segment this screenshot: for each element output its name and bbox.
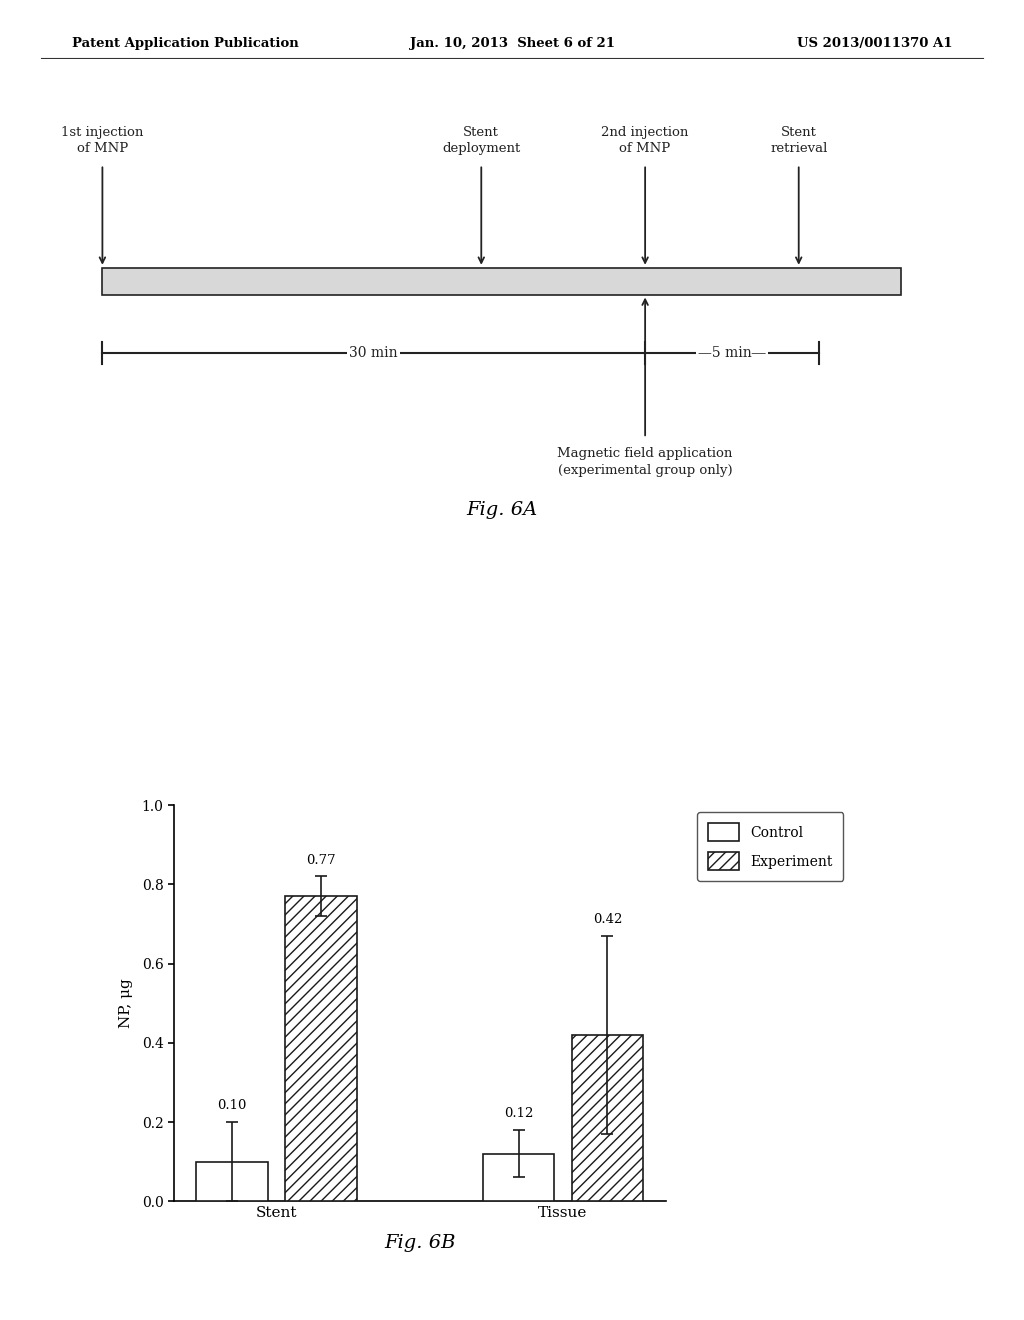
Bar <box>286 896 356 1201</box>
Text: US 2013/0011370 A1: US 2013/0011370 A1 <box>797 37 952 50</box>
Text: Fig. 6B: Fig. 6B <box>384 1234 456 1253</box>
Text: 1st injection
of MNP: 1st injection of MNP <box>61 127 143 156</box>
Text: 30 min: 30 min <box>349 346 398 360</box>
Text: 0.42: 0.42 <box>593 913 623 927</box>
Y-axis label: NP, μg: NP, μg <box>120 978 133 1028</box>
Text: 2nd injection
of MNP: 2nd injection of MNP <box>601 127 689 156</box>
Text: 0.77: 0.77 <box>306 854 336 866</box>
Bar <box>102 268 901 294</box>
Text: Jan. 10, 2013  Sheet 6 of 21: Jan. 10, 2013 Sheet 6 of 21 <box>410 37 614 50</box>
Text: 0.10: 0.10 <box>217 1100 247 1111</box>
Bar <box>483 1154 554 1201</box>
Text: —5 min―: —5 min― <box>698 346 766 360</box>
Text: Stent
deployment: Stent deployment <box>442 127 520 156</box>
Text: Stent
retrieval: Stent retrieval <box>770 127 827 156</box>
Text: Fig. 6A: Fig. 6A <box>466 502 538 519</box>
Bar <box>571 1035 643 1201</box>
Text: 0.12: 0.12 <box>504 1107 534 1119</box>
Text: Magnetic field application
(experimental group only): Magnetic field application (experimental… <box>557 447 733 478</box>
Bar <box>197 1162 268 1201</box>
Text: Patent Application Publication: Patent Application Publication <box>72 37 298 50</box>
Legend: Control, Experiment: Control, Experiment <box>697 812 844 882</box>
